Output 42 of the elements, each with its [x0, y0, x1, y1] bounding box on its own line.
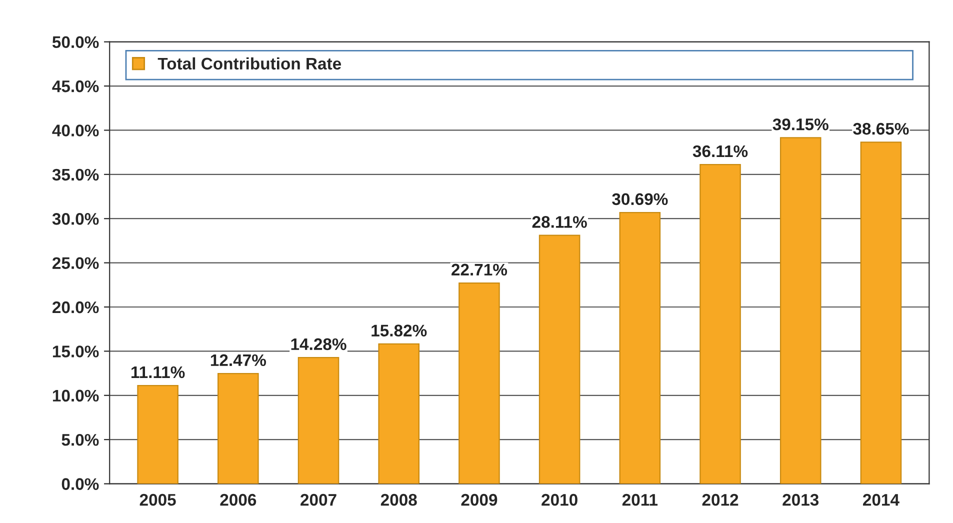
- bar: [137, 385, 178, 484]
- data-label: 30.69%: [612, 193, 668, 206]
- x-tick-label: 2006: [220, 494, 256, 506]
- y-tick-label: 20.0%: [52, 301, 99, 314]
- y-tick-label: 50.0%: [52, 36, 99, 48]
- y-tick-label: 40.0%: [52, 124, 99, 136]
- bar: [298, 357, 340, 484]
- legend-label: Total Contribution Rate: [158, 57, 342, 70]
- data-label: 12.47%: [210, 354, 266, 366]
- x-tick-label: 2005: [140, 494, 176, 506]
- x-tick-label: 2014: [863, 494, 900, 506]
- data-label: 39.15%: [772, 118, 828, 130]
- data-label: 11.11%: [132, 366, 185, 378]
- bar: [218, 373, 259, 484]
- x-tick-label: 2008: [380, 494, 417, 506]
- x-tick-label: 2012: [702, 494, 738, 506]
- x-tick-label: 2009: [461, 494, 498, 506]
- data-label: 22.71%: [452, 264, 508, 276]
- x-tick-label: 2007: [300, 494, 336, 506]
- x-tick-label: 2013: [782, 494, 819, 506]
- y-tick-label: 15.0%: [52, 346, 99, 358]
- x-tick-label: 2010: [542, 494, 578, 506]
- data-label: 36.11%: [692, 145, 748, 158]
- bar: [538, 234, 580, 484]
- bar: [700, 164, 741, 484]
- x-tick-label: 2011: [622, 494, 658, 506]
- y-tick-label: 10.0%: [52, 390, 99, 402]
- data-label: 28.11%: [532, 216, 587, 228]
- y-tick-label: 25.0%: [52, 257, 99, 270]
- bar: [860, 142, 902, 484]
- bar: [458, 282, 500, 484]
- y-tick-label: 0.0%: [62, 478, 99, 490]
- y-tick-label: 30.0%: [52, 213, 99, 225]
- bar: [378, 343, 420, 484]
- bar: [619, 212, 661, 484]
- data-label: 15.82%: [372, 324, 427, 336]
- y-tick-label: 35.0%: [52, 168, 99, 181]
- y-tick-label: 45.0%: [52, 80, 99, 92]
- y-tick-label: 5.0%: [62, 434, 99, 446]
- data-label: 38.65%: [853, 122, 909, 135]
- data-label: 14.28%: [291, 338, 346, 350]
- bar: [780, 137, 822, 484]
